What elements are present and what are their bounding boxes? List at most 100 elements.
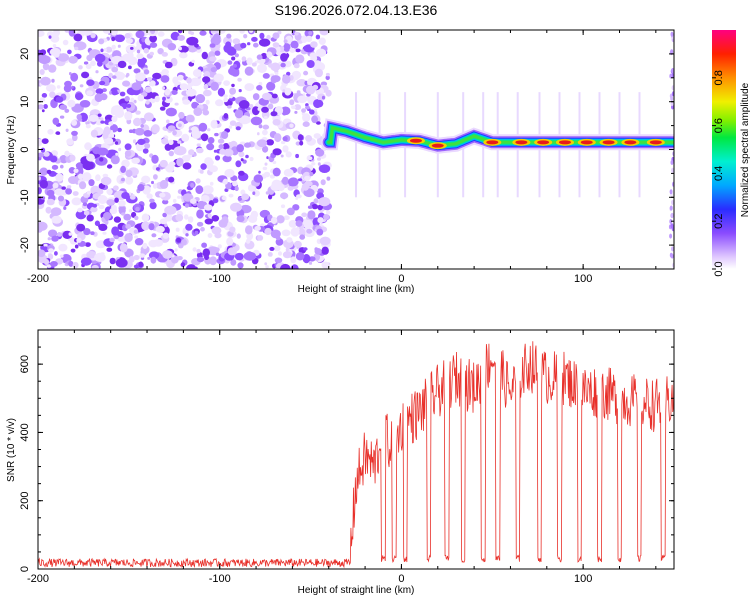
noise-blob xyxy=(213,73,224,83)
noise-blob xyxy=(48,64,57,73)
noise-blob xyxy=(172,76,179,85)
noise-blob xyxy=(201,242,208,248)
noise-blob xyxy=(295,54,305,64)
ridge-core-red xyxy=(649,140,662,145)
noise-blob xyxy=(318,37,326,45)
noise-blob xyxy=(262,166,268,171)
noise-blob xyxy=(65,128,69,132)
noise-blob xyxy=(202,185,214,195)
noise-blob xyxy=(291,70,301,80)
noise-blob xyxy=(212,198,219,204)
noise-blob xyxy=(301,183,309,191)
noise-blob xyxy=(117,127,122,133)
noise-blob xyxy=(137,184,145,192)
noise-blob xyxy=(265,265,269,269)
noise-blob xyxy=(238,151,245,158)
noise-blob xyxy=(133,264,139,269)
noise-blob xyxy=(143,130,153,137)
noise-blob xyxy=(102,134,109,139)
noise-blob xyxy=(227,105,232,109)
noise-blob xyxy=(155,167,160,171)
noise-blob xyxy=(229,94,234,99)
noise-blob xyxy=(295,252,305,261)
noise-blob xyxy=(282,136,288,142)
noise-blob xyxy=(215,99,224,107)
noise-blob xyxy=(129,255,135,263)
signal-streak xyxy=(355,92,357,198)
noise-blob xyxy=(91,264,99,269)
noise-blob xyxy=(124,150,132,157)
noise-blob xyxy=(222,155,232,163)
noise-blob xyxy=(280,106,291,116)
colorbar-gradient xyxy=(712,30,736,269)
noise-blob xyxy=(167,125,176,132)
noise-blob xyxy=(182,162,192,170)
noise-blob xyxy=(38,55,51,65)
noise-blob xyxy=(124,233,133,243)
noise-blob xyxy=(315,48,327,57)
noise-blob xyxy=(165,107,177,117)
noise-blob xyxy=(304,175,311,181)
noise-blob xyxy=(69,72,72,76)
noise-blob xyxy=(256,85,263,91)
noise-blob xyxy=(149,198,155,203)
noise-blob xyxy=(210,119,218,129)
noise-blob xyxy=(83,61,89,65)
noise-blob xyxy=(55,173,64,182)
noise-blob xyxy=(217,244,222,249)
heatmap-y-axis-label: Frequency (Hz) xyxy=(6,116,17,185)
noise-blob xyxy=(157,48,164,55)
noise-blob xyxy=(117,72,125,80)
figure-title: S196.2026.072.04.13.E36 xyxy=(275,2,438,18)
noise-blob xyxy=(212,33,221,43)
noise-blob xyxy=(97,147,109,156)
noise-blob xyxy=(136,53,144,60)
noise-blob xyxy=(148,251,160,259)
noise-blob xyxy=(188,129,192,133)
noise-blob xyxy=(59,254,64,258)
noise-blob xyxy=(134,127,145,136)
ridge-core-red xyxy=(624,140,637,145)
noise-blob xyxy=(114,197,119,203)
noise-blob xyxy=(49,261,58,267)
noise-blob xyxy=(47,253,54,260)
noise-blob xyxy=(137,94,145,102)
noise-blob xyxy=(258,170,261,174)
noise-blob xyxy=(140,124,144,128)
noise-blob xyxy=(270,183,282,192)
noise-blob xyxy=(280,62,286,68)
noise-blob xyxy=(184,203,189,208)
noise-blob xyxy=(196,143,201,147)
noise-blob xyxy=(254,225,261,231)
noise-blob xyxy=(49,47,61,57)
noise-blob xyxy=(270,216,278,225)
noise-blob xyxy=(284,89,291,96)
noise-blob xyxy=(164,96,173,104)
noise-blob xyxy=(185,223,193,231)
noise-blob xyxy=(119,243,128,253)
noise-blob xyxy=(118,147,122,152)
noise-blob xyxy=(202,248,210,257)
noise-blob xyxy=(40,147,46,153)
noise-blob xyxy=(90,129,98,138)
colorbar-tick-label: 0.2 xyxy=(713,214,725,229)
noise-blob xyxy=(263,116,268,120)
noise-blob xyxy=(302,254,311,264)
noise-blob xyxy=(71,85,74,89)
noise-blob xyxy=(121,192,130,199)
noise-blob xyxy=(141,175,151,184)
noise-blob xyxy=(72,134,78,142)
noise-blob xyxy=(125,176,134,185)
noise-blob xyxy=(118,205,126,215)
noise-blob xyxy=(121,177,125,182)
noise-blob xyxy=(245,225,253,235)
noise-blob xyxy=(76,223,86,232)
noise-blob xyxy=(185,114,195,123)
noise-blob xyxy=(191,59,195,64)
x-tick-label: 0 xyxy=(398,573,404,585)
noise-blob xyxy=(42,62,50,71)
noise-blob xyxy=(56,232,63,237)
noise-blob xyxy=(52,182,59,189)
noise-blob xyxy=(137,138,146,145)
noise-blob xyxy=(190,126,199,135)
